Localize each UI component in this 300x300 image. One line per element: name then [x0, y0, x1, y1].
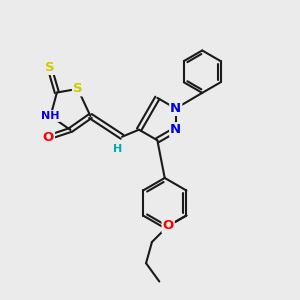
Text: NH: NH [41, 111, 60, 121]
Text: H: H [113, 144, 122, 154]
Text: S: S [73, 82, 82, 95]
Text: N: N [170, 123, 181, 136]
Text: S: S [45, 61, 54, 74]
Text: O: O [43, 131, 54, 144]
Text: O: O [163, 219, 174, 232]
Text: N: N [170, 102, 181, 115]
